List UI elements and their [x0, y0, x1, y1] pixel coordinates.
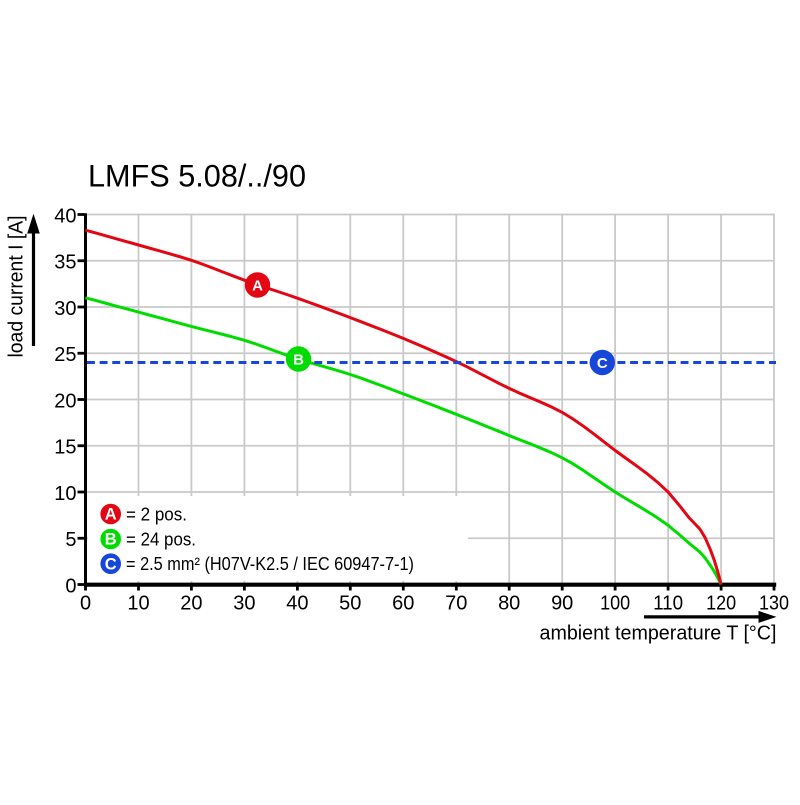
- svg-text:5: 5: [65, 529, 76, 551]
- svg-text:A: A: [252, 277, 263, 294]
- svg-text:10: 10: [54, 483, 76, 505]
- svg-text:25: 25: [54, 344, 76, 366]
- svg-text:= 2.5 mm² (H07V-K2.5 / IEC 609: = 2.5 mm² (H07V-K2.5 / IEC 60947-7-1): [126, 554, 414, 574]
- svg-text:A: A: [105, 506, 117, 524]
- svg-text:B: B: [293, 351, 304, 368]
- svg-text:35: 35: [54, 252, 76, 274]
- svg-text:LMFS 5.08/../90: LMFS 5.08/../90: [88, 158, 306, 194]
- svg-text:20: 20: [54, 390, 76, 412]
- svg-text:70: 70: [445, 592, 467, 614]
- svg-text:C: C: [105, 555, 117, 573]
- svg-text:C: C: [597, 355, 608, 372]
- svg-text:0: 0: [65, 575, 76, 597]
- svg-text:ambient temperature T [°C]: ambient temperature T [°C]: [540, 623, 777, 645]
- svg-text:15: 15: [54, 437, 76, 459]
- svg-text:0: 0: [80, 592, 91, 614]
- svg-text:100: 100: [600, 592, 630, 614]
- svg-text:load current I [A]: load current I [A]: [5, 216, 28, 358]
- svg-text:120: 120: [706, 592, 736, 614]
- svg-text:40: 40: [54, 205, 76, 227]
- svg-text:130: 130: [759, 592, 789, 614]
- svg-text:60: 60: [392, 592, 414, 614]
- svg-text:10: 10: [127, 592, 149, 614]
- svg-text:20: 20: [180, 592, 202, 614]
- svg-text:B: B: [105, 531, 117, 549]
- svg-text:= 24 pos.: = 24 pos.: [126, 529, 196, 549]
- svg-text:= 2 pos.: = 2 pos.: [126, 504, 187, 524]
- svg-text:40: 40: [286, 592, 308, 614]
- svg-text:110: 110: [653, 592, 683, 614]
- svg-text:30: 30: [233, 592, 255, 614]
- svg-text:90: 90: [551, 592, 573, 614]
- svg-text:50: 50: [339, 592, 361, 614]
- svg-text:30: 30: [54, 298, 76, 320]
- svg-text:80: 80: [498, 592, 520, 614]
